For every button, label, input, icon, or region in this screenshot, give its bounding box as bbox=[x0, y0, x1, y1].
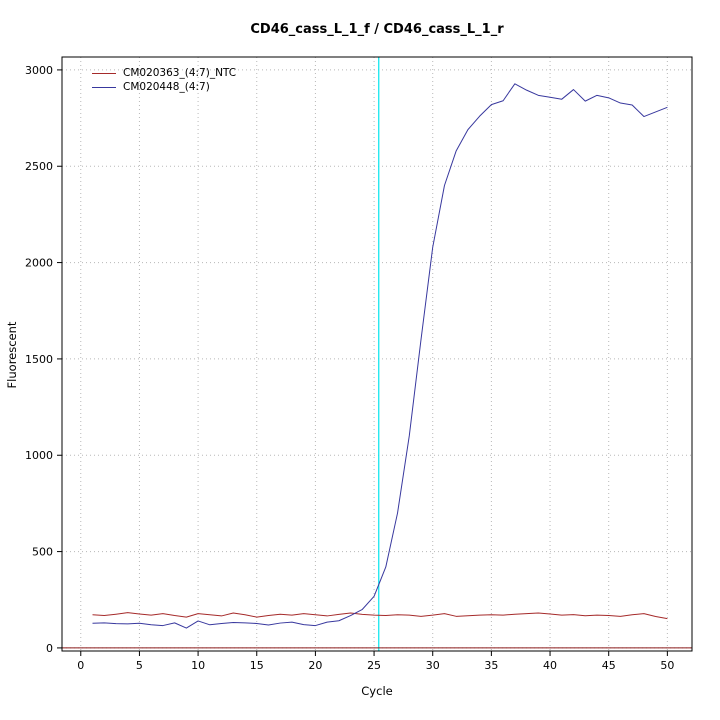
legend: CM020363_(4:7)_NTC CM020448_(4:7) bbox=[92, 66, 236, 94]
svg-text:35: 35 bbox=[484, 659, 498, 672]
svg-text:20: 20 bbox=[308, 659, 322, 672]
svg-text:5: 5 bbox=[136, 659, 143, 672]
legend-item-sample: CM020448_(4:7) bbox=[92, 80, 236, 94]
legend-line-swatch-sample bbox=[92, 86, 116, 88]
svg-text:500: 500 bbox=[32, 546, 53, 559]
svg-text:0: 0 bbox=[77, 659, 84, 672]
svg-text:1500: 1500 bbox=[25, 353, 53, 366]
svg-text:15: 15 bbox=[250, 659, 264, 672]
legend-label-sample: CM020448_(4:7) bbox=[123, 81, 210, 93]
svg-text:3000: 3000 bbox=[25, 64, 53, 77]
x-axis-label: Cycle bbox=[361, 684, 393, 698]
legend-label-ntc: CM020363_(4:7)_NTC bbox=[123, 67, 237, 79]
svg-text:1000: 1000 bbox=[25, 449, 53, 462]
svg-text:50: 50 bbox=[660, 659, 674, 672]
svg-text:0: 0 bbox=[46, 642, 53, 655]
svg-text:25: 25 bbox=[367, 659, 381, 672]
svg-text:2500: 2500 bbox=[25, 160, 53, 173]
chart-title: CD46_cass_L_1_f / CD46_cass_L_1_r bbox=[250, 22, 504, 37]
svg-text:45: 45 bbox=[602, 659, 616, 672]
svg-text:10: 10 bbox=[191, 659, 205, 672]
legend-item-ntc: CM020363_(4:7)_NTC bbox=[92, 66, 236, 80]
legend-line-swatch-ntc bbox=[92, 72, 116, 74]
svg-text:40: 40 bbox=[543, 659, 557, 672]
svg-text:30: 30 bbox=[426, 659, 440, 672]
svg-text:2000: 2000 bbox=[25, 257, 53, 270]
